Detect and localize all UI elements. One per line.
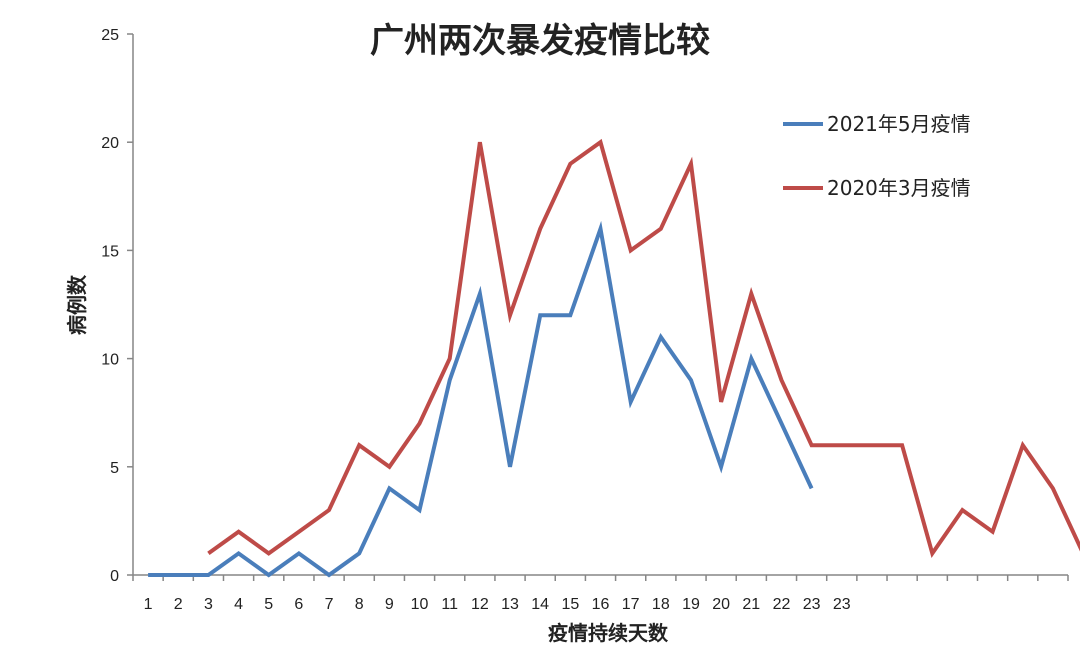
- x-tick-label: 3: [204, 596, 213, 613]
- series-lines: [148, 138, 1080, 578]
- series-line-2: [207, 138, 1080, 559]
- x-tick-label: 23: [803, 596, 821, 613]
- x-tick-label: 16: [592, 596, 610, 613]
- x-tick-label: 7: [325, 596, 334, 613]
- x-tick-label: 17: [622, 596, 640, 613]
- y-tick-label: 20: [101, 135, 119, 152]
- y-axis-label: 病例数: [65, 274, 89, 335]
- y-tick-label: 25: [101, 27, 119, 44]
- x-axis: 1 2 3 4 5 6 7 8 9 10 11 12 13 14 15 16 17 18 19 20 21 22 23 23: [132, 574, 1069, 613]
- x-tick-label: 5: [264, 596, 273, 613]
- x-tick-label: 8: [355, 596, 364, 613]
- y-tick-label: 10: [101, 352, 119, 369]
- x-tick-label: 18: [652, 596, 670, 613]
- x-tick-label: 19: [682, 596, 700, 613]
- x-tick-label: 1: [144, 596, 153, 613]
- x-tick-label: 4: [234, 596, 243, 613]
- y-tick-label: 5: [110, 460, 119, 477]
- x-tick-label: 20: [712, 596, 730, 613]
- x-tick-label: 12: [471, 596, 489, 613]
- x-tick-label: 22: [773, 596, 791, 613]
- legend: 2021年5月疫情 2020年3月疫情: [783, 112, 971, 200]
- y-axis: 0 5 10 15 20 25: [101, 27, 134, 585]
- x-tick-label: 13: [501, 596, 519, 613]
- legend-label: 2020年3月疫情: [827, 176, 971, 200]
- x-axis-label: 疫情持续天数: [548, 621, 669, 645]
- x-tick-label: 2: [174, 596, 183, 613]
- legend-label: 2021年5月疫情: [827, 112, 971, 136]
- series-line-1: [148, 220, 814, 578]
- x-tick-label: 10: [411, 596, 429, 613]
- y-tick-label: 15: [101, 243, 119, 260]
- x-tick-label: 6: [294, 596, 303, 613]
- x-tick-label: 15: [561, 596, 579, 613]
- y-tick-label: 0: [110, 568, 119, 585]
- x-tick-label: 23: [833, 596, 851, 613]
- x-tick-label: 9: [385, 596, 394, 613]
- x-tick-label: 21: [742, 596, 760, 613]
- x-tick-label: 11: [441, 596, 458, 613]
- chart-title: 广州两次暴发疫情比较: [370, 21, 710, 61]
- x-tick-label: 14: [531, 596, 549, 613]
